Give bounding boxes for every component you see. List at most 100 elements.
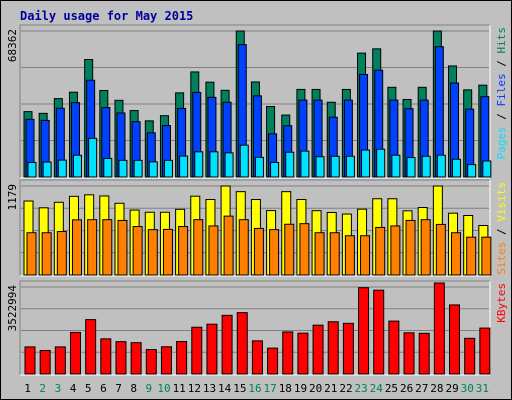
usage-panel-side-legend: Pages / Files / Hits [495,27,508,160]
usage-panel-side-legend-pages: Pages [495,126,508,159]
x-axis-day-label-3: 3 [55,382,62,395]
kbytes-bar-day-16 [251,340,263,375]
kbytes-bar-day-13 [206,323,218,375]
kbytes-bar-day-8 [130,342,142,375]
kbytes-bar-day-4 [69,331,81,375]
pages-bar-day-14 [224,152,234,178]
sites-bar-day-5 [87,219,98,276]
sites-bar-day-15 [238,219,249,276]
x-axis-day-label-23: 23 [355,382,368,395]
x-axis-day-label-27: 27 [415,382,428,395]
pages-bar-day-7 [118,159,128,178]
x-axis-day-label-6: 6 [100,382,107,395]
pages-bar-day-17 [270,161,280,178]
sites-bar-day-14 [223,215,234,276]
x-axis-day-label-8: 8 [130,382,137,395]
pages-bar-day-29 [452,158,462,178]
kbytes-bar-day-2 [39,350,51,375]
x-axis-day-label-24: 24 [370,382,384,395]
kbytes-bar-day-14 [221,314,233,375]
sites-bar-day-25 [390,225,401,276]
sites-bar-day-29 [451,232,462,276]
x-axis-day-label-18: 18 [279,382,292,395]
x-axis-day-label-2: 2 [39,382,46,395]
pages-bar-day-4 [72,154,82,178]
x-axis-day-label-14: 14 [218,382,232,395]
x-axis-day-label-7: 7 [115,382,122,395]
kbytes-panel-ymax-label: 3522994 [6,285,19,332]
kbytes-bar-day-31 [479,327,491,375]
pages-bar-day-26 [406,157,416,178]
x-axis-day-label-13: 13 [203,382,216,395]
pages-bar-day-11 [179,155,189,178]
kbytes-bar-day-24 [373,289,385,375]
kbytes-bar-day-5 [85,319,97,375]
sites-bar-day-19 [299,223,310,276]
usage-panel-side-legend-separator: / [495,54,508,74]
sites-bar-day-24 [375,226,386,276]
sites-bar-day-4 [71,219,82,276]
sites-bar-day-1 [26,232,37,276]
x-axis-day-label-11: 11 [173,382,186,395]
x-axis-day-label-4: 4 [70,382,77,395]
sites-bar-day-20 [314,232,325,276]
pages-bar-day-16 [254,156,264,178]
kbytes-bar-day-1 [24,346,36,375]
sites-bar-day-3 [56,231,67,276]
sites-bar-day-21 [329,232,340,276]
pages-bar-day-28 [436,154,446,178]
kbytes-bar-day-19 [297,332,309,375]
pages-bar-day-13 [209,151,219,178]
x-axis-day-label-25: 25 [385,382,398,395]
visits-panel-side-legend-visits: Visits [495,182,508,222]
pages-bar-day-1 [27,161,37,178]
sites-bar-day-26 [405,219,416,276]
x-axis-day-label-16: 16 [248,382,261,395]
x-axis-day-label-20: 20 [309,382,322,395]
pages-bar-day-18 [285,151,295,178]
kbytes-bar-day-26 [403,332,415,375]
pages-bar-day-31 [482,160,492,178]
pages-bar-day-19 [300,150,310,178]
x-axis-day-label-15: 15 [233,382,246,395]
kbytes-bar-day-29 [449,304,461,375]
x-axis-day-label-17: 17 [264,382,277,395]
usage-panel-ymax-label: 68362 [6,29,19,62]
pages-bar-day-22 [345,155,355,178]
sites-bar-day-2 [41,232,52,276]
kbytes-panel-side-legend: KBytes [495,283,508,323]
x-axis-day-label-12: 12 [188,382,201,395]
x-axis-day-label-5: 5 [85,382,92,395]
pages-bar-day-21 [330,155,340,178]
kbytes-bar-day-9 [145,349,157,375]
sites-bar-day-17 [269,229,280,276]
sites-bar-day-12 [193,219,204,276]
x-axis-day-label-10: 10 [157,382,170,395]
kbytes-bar-day-27 [418,332,430,375]
pages-bar-day-3 [57,159,67,178]
pages-bar-day-15 [239,144,249,178]
sites-bar-day-6 [102,219,113,276]
sites-bar-day-8 [132,226,143,276]
x-axis-day-label-21: 21 [324,382,337,395]
visits-panel-side-legend: Sites / Visits [495,182,508,275]
pages-bar-day-23 [361,149,371,178]
kbytes-bar-day-3 [54,346,66,375]
sites-bar-day-9 [147,229,158,276]
kbytes-bar-day-11 [176,341,188,375]
sites-bar-day-30 [466,236,477,276]
pages-bar-day-5 [88,137,98,178]
sites-bar-day-11 [178,226,189,276]
sites-bar-day-16 [253,227,264,276]
sites-bar-day-18 [284,223,295,276]
kbytes-bar-day-17 [267,347,279,375]
kbytes-bar-day-22 [342,322,354,375]
pages-bar-day-24 [376,148,386,178]
visits-panel-ymax-label: 1179 [6,184,19,211]
chart-title: Daily usage for May 2015 [20,9,193,23]
kbytes-bar-day-12 [191,326,203,375]
pages-bar-day-12 [194,151,204,178]
kbytes-bar-day-21 [327,321,339,375]
kbytes-bar-day-10 [160,346,172,375]
